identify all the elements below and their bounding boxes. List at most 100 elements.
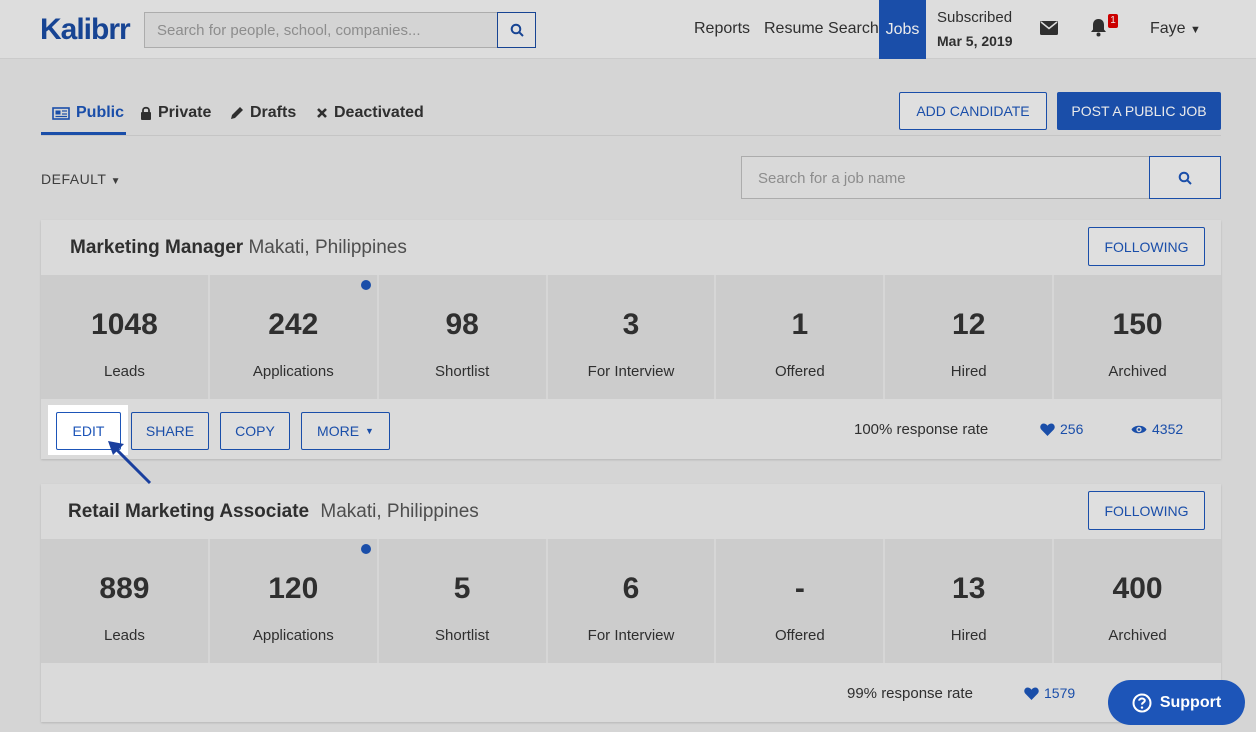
copy-button[interactable]: COPY (220, 412, 290, 450)
stat-value: 3 (622, 308, 640, 341)
heart-icon (1040, 423, 1055, 436)
tab-private[interactable]: Private (140, 104, 211, 122)
job-search-button[interactable] (1149, 156, 1221, 199)
stat-shortlist[interactable]: 98 Shortlist (379, 275, 548, 399)
tab-label: Private (158, 104, 212, 121)
stat-label: Applications (252, 363, 334, 380)
stat-value: 12 (952, 308, 986, 341)
stat-label: Offered (774, 627, 825, 644)
nav-resume-search[interactable]: Resume Search (764, 20, 879, 37)
likes-count[interactable]: 256 (1040, 421, 1083, 437)
likes-value: 256 (1060, 421, 1084, 437)
new-indicator-dot (360, 280, 371, 290)
tab-label: Public (76, 104, 125, 121)
post-public-job-button[interactable]: POST A PUBLIC JOB (1057, 92, 1221, 130)
job-card: Marketing Manager Makati, Philippines FO… (41, 220, 1221, 459)
stat-offered[interactable]: - Offered (716, 539, 886, 663)
add-candidate-button[interactable]: ADD CANDIDATE (899, 92, 1047, 130)
views-value: 4352 (1152, 421, 1184, 437)
stat-label: For Interview (587, 627, 675, 644)
active-tab-indicator (41, 132, 126, 135)
stat-applications[interactable]: 242 Applications (210, 275, 379, 399)
stat-label: Offered (774, 363, 825, 380)
stat-value: 1048 (91, 308, 158, 341)
help-circle-icon (1132, 693, 1152, 712)
bell-icon[interactable] (1090, 18, 1107, 42)
tab-label: Deactivated (334, 104, 424, 121)
job-title-row: Retail Marketing Associate Makati, Phili… (68, 501, 479, 523)
top-navbar: Kalibrr Search for people, school, compa… (0, 0, 1256, 59)
nav-jobs[interactable]: Jobs (879, 0, 926, 59)
eye-icon (1131, 425, 1147, 433)
mail-icon[interactable] (1040, 21, 1058, 40)
support-button[interactable]: Support (1108, 680, 1245, 725)
likes-count[interactable]: 1579 (1024, 685, 1075, 701)
tab-label: Drafts (250, 104, 297, 121)
share-button[interactable]: SHARE (131, 412, 209, 450)
job-search-input[interactable]: Search for a job name (741, 156, 1150, 199)
tabs-divider (41, 135, 1221, 136)
likes-value: 1579 (1044, 685, 1076, 701)
stat-hired[interactable]: 13 Hired (885, 539, 1055, 663)
following-button[interactable]: FOLLOWING (1088, 491, 1205, 530)
stat-value: 889 (99, 572, 150, 605)
stat-for-interview[interactable]: 3 For Interview (548, 275, 717, 399)
sort-dropdown[interactable]: DEFAULT ▼ (41, 171, 121, 187)
subscription-label: Subscribed (937, 9, 1013, 26)
user-name: Faye (1150, 20, 1186, 37)
more-label: MORE (317, 423, 360, 439)
stat-value: 13 (952, 572, 986, 605)
job-title[interactable]: Marketing Manager (70, 237, 244, 258)
global-search-input[interactable]: Search for people, school, companies... (144, 12, 498, 48)
stat-value: 242 (268, 308, 319, 341)
stat-offered[interactable]: 1 Offered (716, 275, 886, 399)
response-rate: 100% response rate (854, 421, 989, 438)
lock-icon (141, 106, 151, 120)
stat-leads[interactable]: 1048 Leads (41, 275, 210, 399)
more-button[interactable]: MORE ▼ (301, 412, 390, 450)
stat-value: - (794, 572, 805, 605)
newspaper-icon (52, 106, 70, 120)
stat-label: Hired (950, 627, 987, 644)
notification-badge: 1 (1108, 14, 1118, 28)
pencil-icon (231, 107, 243, 119)
stat-archived[interactable]: 400 Archived (1054, 539, 1221, 663)
stat-label: Leads (103, 363, 145, 380)
kalibrr-logo[interactable]: Kalibrr (40, 13, 131, 46)
new-indicator-dot (360, 544, 371, 554)
stat-for-interview[interactable]: 6 For Interview (548, 539, 717, 663)
stat-leads[interactable]: 889 Leads (41, 539, 210, 663)
stat-value: 5 (453, 572, 471, 605)
pointer-arrow-icon (108, 441, 152, 485)
global-search-button[interactable] (497, 12, 536, 48)
stat-archived[interactable]: 150 Archived (1054, 275, 1221, 399)
support-label: Support (1159, 693, 1222, 711)
stat-value: 400 (1112, 572, 1163, 605)
job-stats: 889 Leads 120 Applications 5 Shortlist 6 For… (41, 539, 1221, 663)
stat-applications[interactable]: 120 Applications (210, 539, 379, 663)
views-count[interactable]: 4352 (1131, 421, 1183, 437)
nav-reports[interactable]: Reports (694, 20, 751, 37)
stat-shortlist[interactable]: 5 Shortlist (379, 539, 548, 663)
stat-label: Shortlist (435, 627, 490, 644)
job-card: Retail Marketing Associate Makati, Phili… (41, 484, 1221, 722)
tab-public[interactable]: Public (52, 104, 124, 122)
tab-drafts[interactable]: Drafts (230, 104, 296, 122)
close-icon (317, 108, 327, 118)
subscription-date: Mar 5, 2019 (937, 33, 1013, 49)
caret-down-icon: ▼ (365, 426, 374, 436)
stat-value: 98 (445, 308, 479, 341)
tab-deactivated[interactable]: Deactivated (316, 104, 424, 122)
user-menu[interactable]: Faye ▼ (1150, 20, 1201, 38)
caret-down-icon: ▼ (110, 176, 122, 187)
job-title[interactable]: Retail Marketing Associate (68, 501, 310, 522)
stat-label: Leads (103, 627, 145, 644)
stat-hired[interactable]: 12 Hired (885, 275, 1055, 399)
job-location: Makati, Philippines (248, 237, 407, 258)
following-button[interactable]: FOLLOWING (1088, 227, 1205, 266)
heart-icon (1024, 687, 1039, 700)
stat-label: Archived (1108, 363, 1167, 380)
job-title-row: Marketing Manager Makati, Philippines (70, 237, 407, 259)
sort-label: DEFAULT (41, 171, 107, 187)
response-rate: 99% response rate (847, 685, 973, 702)
